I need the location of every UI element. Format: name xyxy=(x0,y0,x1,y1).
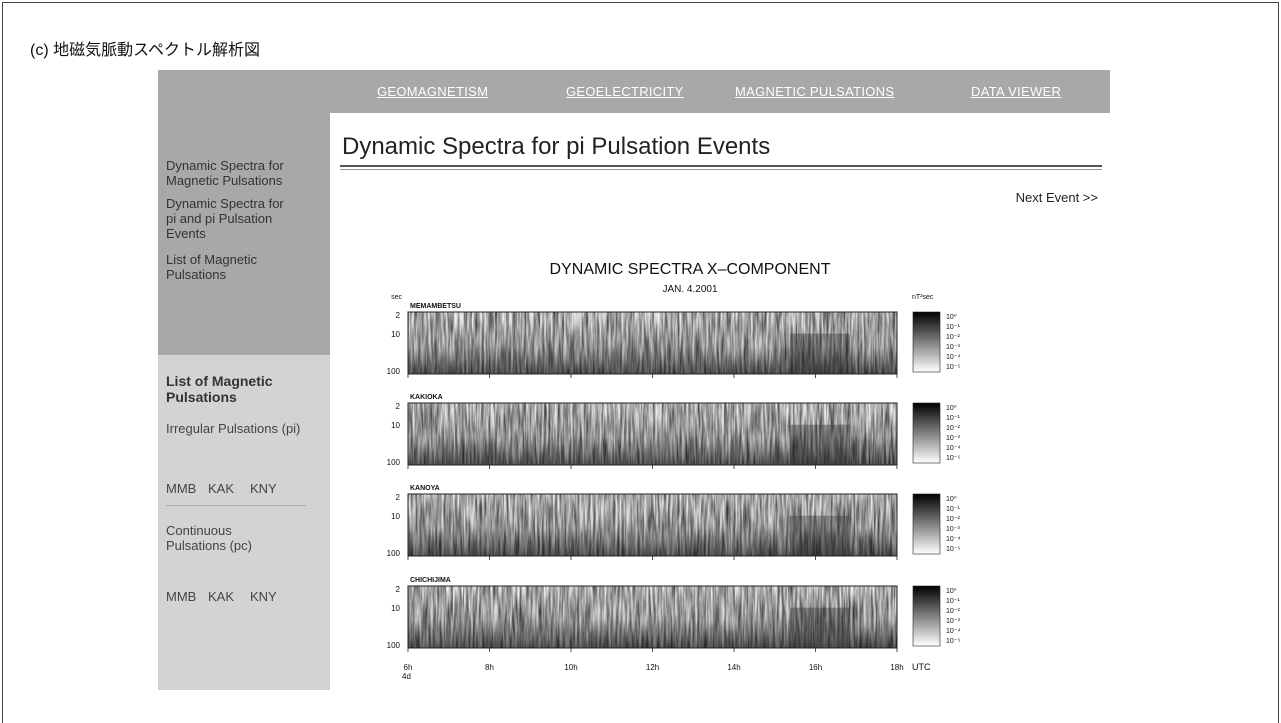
rule xyxy=(340,165,1102,167)
colorbar-tick-label: 10⁻³ xyxy=(946,344,960,351)
colorbar-tick-label: 10⁻¹ xyxy=(946,506,960,513)
station-link[interactable]: KAK xyxy=(208,589,235,604)
station-link[interactable]: KNY xyxy=(250,589,277,604)
station-label: MEMAMBETSU xyxy=(410,303,461,310)
sidebar-link[interactable]: List of Magnetic Pulsations xyxy=(166,252,258,282)
colorbar-tick-label: 10⁻⁵ xyxy=(946,455,960,462)
time-tick-label: 12h xyxy=(646,663,659,672)
period-tick-label: 100 xyxy=(387,458,401,467)
power-unit: nT²sec xyxy=(912,294,934,301)
period-tick-label: 10 xyxy=(391,604,400,613)
period-tick-label: 100 xyxy=(387,367,401,376)
period-tick-label: 2 xyxy=(396,311,401,320)
period-tick-label: 10 xyxy=(391,330,400,339)
period-tick-label: 10 xyxy=(391,421,400,430)
colorbar-tick-label: 10⁰ xyxy=(946,313,957,321)
colorbar-tick-label: 10⁰ xyxy=(946,495,957,503)
sidebar-top: Dynamic Spectra for Magnetic Pulsations … xyxy=(158,70,330,355)
nav-link[interactable]: GEOELECTRICITY xyxy=(566,84,684,99)
period-tick-label: 100 xyxy=(387,549,401,558)
spectrogram-texture xyxy=(408,586,897,648)
station-link[interactable]: KAK xyxy=(208,481,235,496)
colorbar xyxy=(912,402,941,464)
colorbar-tick-label: 10⁻⁴ xyxy=(946,628,961,635)
station-label: KANOYA xyxy=(410,485,440,492)
separator xyxy=(166,505,306,506)
nav-bar: GEOMAGNETISM GEOELECTRICITY MAGNETIC PUL… xyxy=(330,70,1110,113)
station-label: KAKIOKA xyxy=(410,394,443,401)
time-tick-label: 8h xyxy=(485,663,494,672)
spectrogram-texture xyxy=(408,494,897,556)
nav-link[interactable]: DATA VIEWER xyxy=(971,84,1062,99)
section-title: List of Magnetic Pulsations xyxy=(166,373,273,405)
colorbar-tick-label: 10⁰ xyxy=(946,404,957,412)
colorbar xyxy=(912,493,941,555)
caption: (c) 地磁気脈動スペクトル解析図 xyxy=(30,42,260,59)
figure-date: JAN. 4.2001 xyxy=(662,284,717,295)
day-label: 4d xyxy=(402,672,411,681)
spectrogram-burst xyxy=(790,424,850,465)
colorbar-tick-label: 10⁻⁴ xyxy=(946,354,961,361)
spectrogram-burst xyxy=(790,607,850,648)
colorbar-tick-label: 10⁻⁵ xyxy=(946,364,960,371)
colorbar-tick-label: 10⁻¹ xyxy=(946,598,960,605)
colorbar xyxy=(912,585,941,647)
figure-title: DYNAMIC SPECTRA X–COMPONENT xyxy=(550,261,831,278)
time-tick-label: 14h xyxy=(727,663,740,672)
y-unit: sec xyxy=(391,294,402,301)
sidebar-link[interactable]: Dynamic Spectra for pi and pi Pulsation … xyxy=(166,196,284,241)
nav-link[interactable]: GEOMAGNETISM xyxy=(377,84,489,99)
colorbar-tick-label: 10⁻³ xyxy=(946,526,960,533)
time-tick-label: 16h xyxy=(809,663,822,672)
spectrogram-burst xyxy=(790,333,850,374)
colorbar-tick-label: 10⁻¹ xyxy=(946,324,960,331)
period-tick-label: 10 xyxy=(391,512,400,521)
time-tick-label: 18h xyxy=(890,663,903,672)
station-link[interactable]: KNY xyxy=(250,481,277,496)
group-title: Continuous Pulsations (pc) xyxy=(166,523,252,553)
colorbar-tick-label: 10⁻⁵ xyxy=(946,638,960,645)
rule xyxy=(340,169,1102,170)
colorbar-tick-label: 10⁻³ xyxy=(946,435,960,442)
colorbar-tick-label: 10⁻² xyxy=(946,608,960,615)
next-event-link[interactable]: Next Event >> xyxy=(1015,190,1098,205)
nav-link[interactable]: MAGNETIC PULSATIONS xyxy=(735,84,895,99)
time-tick-label: 6h xyxy=(404,663,413,672)
colorbar-tick-label: 10⁻⁴ xyxy=(946,536,961,543)
spectrogram-texture xyxy=(408,312,897,374)
period-tick-label: 2 xyxy=(396,585,401,594)
colorbar-tick-label: 10⁻² xyxy=(946,516,960,523)
colorbar-tick-label: 10⁰ xyxy=(946,587,957,595)
colorbar-tick-label: 10⁻⁵ xyxy=(946,546,960,553)
group-title: Irregular Pulsations (pi) xyxy=(166,421,301,436)
station-link[interactable]: MMB xyxy=(166,481,197,496)
colorbar-tick-label: 10⁻² xyxy=(946,334,960,341)
colorbar-tick-label: 10⁻⁴ xyxy=(946,445,961,452)
colorbar-tick-label: 10⁻³ xyxy=(946,618,960,625)
colorbar xyxy=(912,311,941,373)
period-tick-label: 2 xyxy=(396,402,401,411)
station-label: CHICHIJIMA xyxy=(410,577,451,584)
spectrogram-texture xyxy=(408,403,897,465)
station-link[interactable]: MMB xyxy=(166,589,197,604)
colorbar-tick-label: 10⁻² xyxy=(946,425,960,432)
period-tick-label: 2 xyxy=(396,493,401,502)
colorbar-tick-label: 10⁻¹ xyxy=(946,415,960,422)
sidebar-link[interactable]: Dynamic Spectra for Magnetic Pulsations xyxy=(166,158,284,188)
spectrogram-burst xyxy=(790,515,850,556)
sidebar-bottom: List of Magnetic Pulsations Irregular Pu… xyxy=(158,355,330,690)
time-unit: UTC xyxy=(912,662,931,672)
page-heading: Dynamic Spectra for pi Pulsation Events xyxy=(342,133,771,160)
time-tick-label: 10h xyxy=(564,663,577,672)
period-tick-label: 100 xyxy=(387,641,401,650)
